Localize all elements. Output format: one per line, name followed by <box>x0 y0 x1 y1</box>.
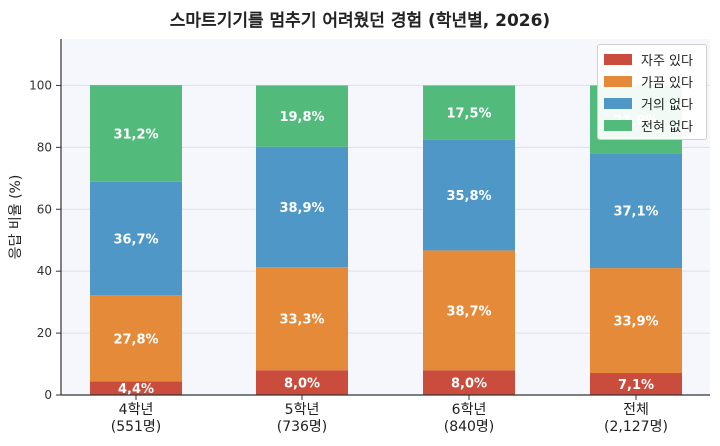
legend-item: 거의 없다 <box>604 92 700 114</box>
data-label: 38,9% <box>279 201 324 216</box>
bar-segment <box>256 146 348 268</box>
chart-title: 스마트기기를 멈추기 어려웠던 경험 (학년별, 2026) <box>169 11 551 31</box>
y-tick-label: 100 <box>29 78 52 92</box>
legend-swatch <box>604 97 632 109</box>
data-label: 31,2% <box>113 127 158 142</box>
y-tick-label: 60 <box>37 202 52 216</box>
legend-item: 가끔 있다 <box>604 70 700 92</box>
legend-label: 전혀 없다 <box>641 119 693 135</box>
bar-segment <box>256 267 348 371</box>
data-label: 8,0% <box>284 377 320 392</box>
bar-segment <box>590 373 682 395</box>
y-tick-label: 20 <box>37 326 52 340</box>
bar-segment <box>423 250 515 371</box>
bar-segment <box>256 85 348 147</box>
bar-segment <box>90 181 182 296</box>
y-axis-label: 응답 비율 (%) <box>8 175 24 260</box>
y-tick-label: 0 <box>44 388 52 402</box>
bar-segment <box>256 370 348 395</box>
bar-segment <box>423 139 515 251</box>
x-tick-label: 5학년 <box>285 402 320 418</box>
legend-swatch <box>604 119 632 131</box>
data-label: 38,7% <box>446 304 491 319</box>
bar-segment <box>590 268 682 374</box>
data-label: 33,3% <box>279 313 324 328</box>
data-label: 4,4% <box>118 382 154 397</box>
data-label: 36,7% <box>113 233 158 248</box>
bar-segment <box>423 370 515 395</box>
x-tick-label: (840명) <box>444 419 495 435</box>
legend-item: 자주 있다 <box>604 48 700 70</box>
x-tick-label: 6학년 <box>452 402 487 418</box>
legend-swatch <box>604 75 632 87</box>
x-tick-label: 4학년 <box>119 402 154 418</box>
legend-label: 자주 있다 <box>641 53 693 69</box>
x-tick-label: (551명) <box>111 419 162 435</box>
bar-segment <box>90 295 182 382</box>
data-label: 33,9% <box>613 315 658 330</box>
legend-label: 가끔 있다 <box>641 75 693 91</box>
data-label: 17,5% <box>446 107 491 122</box>
bar-segment <box>90 85 182 182</box>
bar-segment <box>423 85 515 140</box>
data-label: 19,8% <box>279 110 324 125</box>
bar-segment <box>590 153 682 269</box>
x-tick-label: 전체 <box>623 402 649 418</box>
data-label: 7,1% <box>618 378 654 393</box>
data-label: 37,1% <box>613 205 658 220</box>
legend-item: 전혀 없다 <box>604 114 700 136</box>
x-tick-label: (2,127명) <box>604 419 668 435</box>
legend-label: 거의 없다 <box>641 97 693 113</box>
data-label: 8,0% <box>451 377 487 392</box>
bar-segment <box>90 381 182 395</box>
data-label: 27,8% <box>113 332 158 347</box>
y-tick-label: 40 <box>37 264 52 278</box>
legend-swatch <box>604 53 632 65</box>
data-label: 35,8% <box>446 189 491 204</box>
y-tick-label: 80 <box>37 140 52 154</box>
x-tick-label: (736명) <box>277 419 328 435</box>
